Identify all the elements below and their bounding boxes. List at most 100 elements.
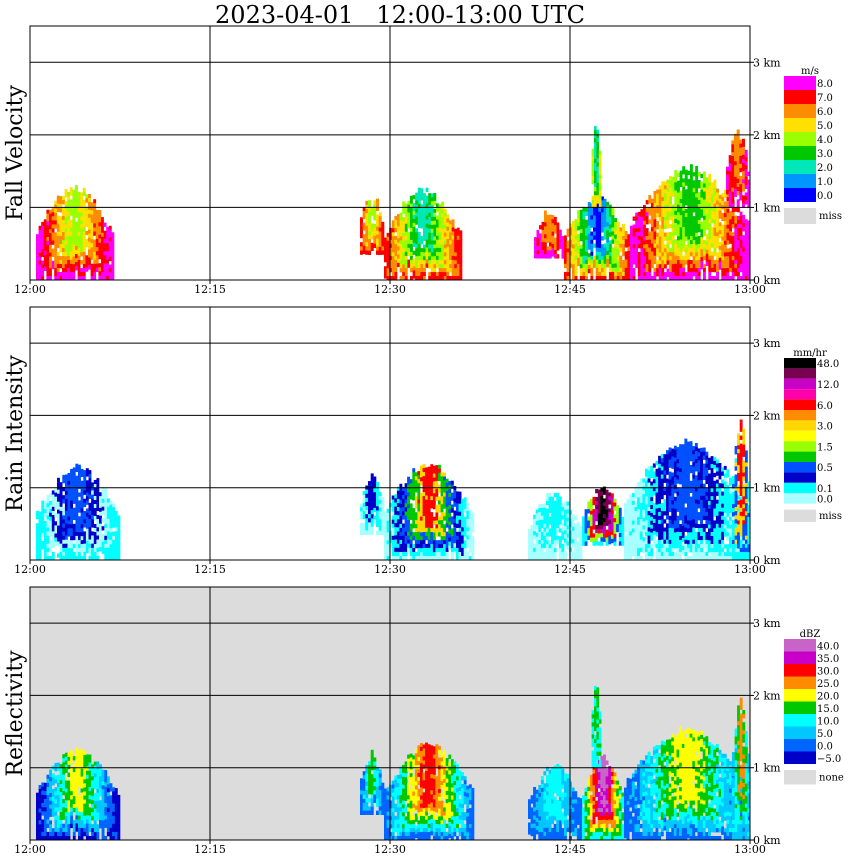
echo-cell: [742, 203, 745, 208]
echo-cell: [67, 532, 71, 537]
echo-cell: [695, 209, 699, 214]
echo-cell: [67, 508, 71, 513]
echo-cell: [671, 508, 675, 513]
echo-cell: [682, 219, 686, 224]
echo-cell: [553, 536, 557, 541]
echo-cell: [538, 540, 542, 545]
echo-cell: [407, 524, 410, 529]
echo-cell: [546, 536, 549, 541]
echo-cell: [551, 252, 555, 257]
echo-cell: [98, 250, 102, 256]
echo-cell: [420, 208, 424, 213]
colorbar-swatch: [784, 104, 816, 118]
echo-cell: [647, 547, 651, 553]
echo-cell: [721, 201, 725, 206]
echo-cell: [621, 541, 625, 546]
echo-cell: [658, 471, 661, 477]
echo-cell: [433, 208, 437, 214]
echo-cell: [432, 493, 436, 498]
echo-cell: [98, 222, 102, 227]
echo-cell: [362, 210, 366, 216]
echo-cell: [747, 272, 751, 277]
echo-cell: [734, 153, 737, 158]
echo-cell: [417, 195, 421, 200]
echo-cell: [59, 220, 63, 225]
echo-cell: [430, 224, 434, 230]
echo-cell: [663, 189, 667, 194]
echo-cell: [556, 500, 560, 506]
echo-cell: [370, 242, 374, 248]
echo-cell: [666, 260, 670, 265]
echo-cell: [737, 228, 740, 233]
echo-cell: [41, 264, 45, 269]
echo-cell: [386, 260, 390, 265]
echo-cell: [404, 211, 408, 216]
echo-cell: [658, 491, 661, 497]
echo-cell: [427, 478, 431, 484]
echo-cell: [438, 232, 442, 237]
echo-cell: [582, 271, 586, 277]
echo-cell: [72, 268, 76, 273]
echo-cell: [386, 512, 390, 517]
echo-cell: [370, 497, 374, 503]
echo-cell: [72, 252, 76, 257]
echo-cell: [404, 263, 408, 269]
echo-cell: [36, 535, 39, 540]
echo-cell: [684, 189, 688, 194]
echo-cell: [368, 522, 371, 527]
echo-cell: [451, 231, 455, 236]
echo-cell: [80, 496, 84, 501]
echo-cell: [734, 184, 737, 190]
echo-cell: [687, 195, 691, 200]
echo-cell: [430, 268, 434, 273]
echo-cell: [64, 220, 68, 225]
echo-cell: [370, 514, 374, 519]
echo-cell: [539, 237, 542, 242]
echo-cell: [536, 229, 540, 235]
echo-cell: [630, 245, 633, 250]
echo-cell: [72, 475, 76, 480]
echo-cell: [671, 228, 675, 233]
echo-cell: [676, 523, 680, 528]
echo-cell: [451, 235, 455, 240]
echo-cell: [543, 552, 547, 557]
echo-cell: [430, 276, 434, 281]
echo-cell: [445, 539, 449, 544]
echo-cell: [440, 488, 444, 493]
echo-cell: [744, 173, 748, 178]
echo-cell: [624, 543, 627, 549]
echo-cell: [420, 493, 423, 498]
echo-cell: [70, 556, 73, 561]
echo-cell: [668, 495, 672, 500]
echo-cell: [713, 268, 717, 273]
echo-cell: [648, 255, 652, 261]
echo-cell: [661, 181, 665, 186]
echo-cell: [399, 495, 403, 501]
echo-cell: [407, 224, 411, 229]
echo-cell: [687, 235, 691, 240]
echo-cell: [594, 187, 597, 192]
echo-cell: [420, 512, 423, 517]
echo-cell: [729, 251, 732, 256]
echo-cell: [658, 268, 662, 273]
echo-cell: [389, 539, 392, 544]
echo-cell: [660, 531, 664, 536]
echo-cell: [716, 240, 719, 245]
echo-cell: [381, 246, 385, 251]
echo-cell: [112, 507, 115, 512]
echo-cell: [85, 230, 89, 236]
echo-cell: [38, 264, 42, 269]
echo-cell: [656, 197, 659, 202]
echo-cell: [632, 216, 636, 221]
echo-cell: [556, 504, 560, 510]
echo-cell: [90, 210, 94, 215]
echo-cell: [647, 486, 651, 491]
echo-cell: [595, 267, 599, 273]
echo-cell: [62, 236, 65, 241]
echo-cell: [661, 268, 665, 273]
echo-cell: [710, 227, 714, 232]
echo-cell: [661, 220, 665, 226]
echo-cell: [692, 180, 696, 185]
echo-cell: [653, 267, 657, 273]
echo-cell: [677, 208, 680, 213]
